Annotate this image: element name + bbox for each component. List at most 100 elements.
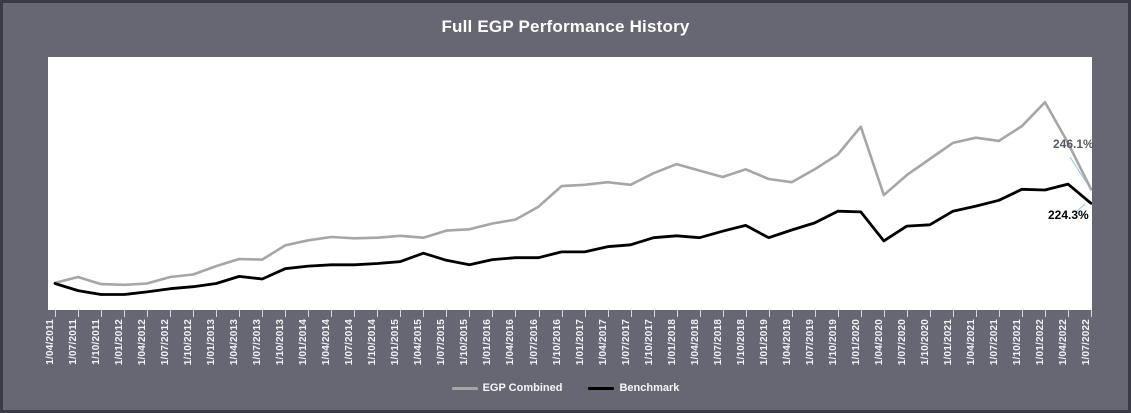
x-tick <box>331 310 333 317</box>
x-axis-label: 1/04/2013 <box>229 319 241 366</box>
benchmark-line-swatch-icon <box>588 386 615 390</box>
line-chart <box>53 100 1092 296</box>
x-tick <box>492 310 494 317</box>
x-tick <box>1021 310 1023 317</box>
x-axis-label: 1/04/2018 <box>689 319 701 366</box>
x-tick <box>423 310 425 317</box>
x-tick <box>699 310 701 317</box>
x-axis-label: 1/07/2018 <box>712 319 724 366</box>
egp-combined-line <box>53 100 1092 287</box>
x-axis-label: 1/10/2016 <box>551 319 563 366</box>
x-axis-label: 1/04/2021 <box>965 319 977 366</box>
x-axis-label: 1/07/2017 <box>620 319 632 366</box>
x-tick <box>860 310 862 317</box>
x-tick <box>1068 310 1069 317</box>
x-tick <box>653 310 655 317</box>
x-tick <box>745 310 747 317</box>
x-axis-label: 1/10/2011 <box>91 319 102 365</box>
x-axis-label: 1/10/2015 <box>459 319 471 366</box>
x-axis-label: 1/10/2013 <box>275 319 287 366</box>
legend: EGP Combined Benchmark <box>3 382 1128 394</box>
x-tick <box>791 310 793 317</box>
x-axis-label: 1/01/2021 <box>942 319 954 366</box>
x-tick <box>722 310 724 317</box>
legend-item-egp-combined: EGP Combined <box>451 382 563 394</box>
egp-combined-line-swatch-icon <box>451 386 478 390</box>
x-tick <box>906 310 908 317</box>
x-axis-label: 1/07/2012 <box>160 319 172 366</box>
x-tick <box>814 310 816 317</box>
x-axis-label: 1/01/2017 <box>574 319 586 366</box>
benchmark-line <box>53 182 1092 296</box>
x-tick <box>308 310 310 317</box>
x-axis-label: 1/01/2018 <box>666 319 678 366</box>
x-axis-label: 1/04/2020 <box>873 319 885 366</box>
benchmark-end-label: 224.3% <box>1048 208 1089 222</box>
plot-area <box>48 57 1092 310</box>
x-tick <box>193 310 195 317</box>
x-tick <box>1045 310 1046 317</box>
x-axis-label: 1/04/2014 <box>321 319 333 366</box>
x-axis-label: 1/10/2021 <box>1011 319 1023 366</box>
x-axis-label: 1/07/2011 <box>68 319 79 365</box>
x-axis-label: 1/01/2022 <box>1035 319 1046 366</box>
x-axis-label: 1/10/2014 <box>367 319 379 366</box>
x-axis-label: 1/07/2013 <box>252 319 264 366</box>
x-axis-label: 1/07/2016 <box>528 319 540 366</box>
x-axis-label: 1/07/2019 <box>804 319 816 366</box>
x-axis-label: 1/04/2019 <box>781 319 793 366</box>
x-tick <box>630 310 632 317</box>
x-tick <box>55 310 56 317</box>
benchmark-label-leader-line <box>1076 203 1086 212</box>
x-axis-label: 1/10/2020 <box>919 319 931 366</box>
x-tick <box>216 310 218 317</box>
x-tick <box>354 310 356 317</box>
x-tick <box>952 310 954 317</box>
x-axis-label: 1/04/2016 <box>505 319 517 366</box>
x-tick <box>262 310 264 317</box>
x-axis-label: 1/01/2013 <box>206 319 218 366</box>
x-tick <box>377 310 379 317</box>
x-tick <box>469 310 471 317</box>
x-tick <box>929 310 931 317</box>
x-tick <box>561 310 563 317</box>
x-tick <box>998 310 1000 317</box>
x-axis-label: 1/04/2011 <box>45 319 56 365</box>
legend-label-egp-combined: EGP Combined <box>482 382 563 394</box>
x-axis-label: 1/07/2020 <box>896 319 908 366</box>
x-tick <box>124 310 126 317</box>
x-tick <box>446 310 448 317</box>
x-axis-label: 1/10/2019 <box>827 319 839 366</box>
x-axis-label: 1/07/2022 <box>1081 319 1092 366</box>
egp-combined-end-label: 246.1% <box>1053 137 1094 151</box>
x-tick <box>101 310 102 317</box>
x-tick <box>515 310 517 317</box>
legend-label-benchmark: Benchmark <box>619 382 680 394</box>
x-axis-label: 1/10/2018 <box>735 319 747 366</box>
x-axis-label: 1/04/2012 <box>137 319 149 366</box>
x-tick <box>883 310 885 317</box>
x-tick <box>975 310 977 317</box>
x-axis-label: 1/01/2016 <box>482 319 494 366</box>
x-axis-label: 1/07/2021 <box>988 319 1000 366</box>
x-axis-label: 1/01/2015 <box>390 319 402 366</box>
x-tick <box>78 310 79 317</box>
x-axis-label: 1/01/2014 <box>298 319 310 366</box>
x-tick <box>170 310 172 317</box>
x-axis-label: 1/04/2022 <box>1058 319 1069 366</box>
x-axis-label: 1/01/2019 <box>758 319 770 366</box>
x-axis-label: 1/07/2015 <box>436 319 448 366</box>
x-tick <box>607 310 609 317</box>
x-axis-label: 1/01/2020 <box>850 319 862 366</box>
x-tick <box>147 310 149 317</box>
egp-combined-label-leader-line <box>1069 156 1087 183</box>
x-tick <box>837 310 839 317</box>
x-axis-label: 1/10/2012 <box>183 319 195 366</box>
x-axis-label: 1/10/2017 <box>643 319 655 366</box>
legend-item-benchmark: Benchmark <box>588 382 679 394</box>
chart-title: Full EGP Performance History <box>441 17 690 36</box>
x-tick <box>400 310 402 317</box>
x-axis-label: 1/04/2015 <box>413 319 425 366</box>
x-tick <box>768 310 770 317</box>
